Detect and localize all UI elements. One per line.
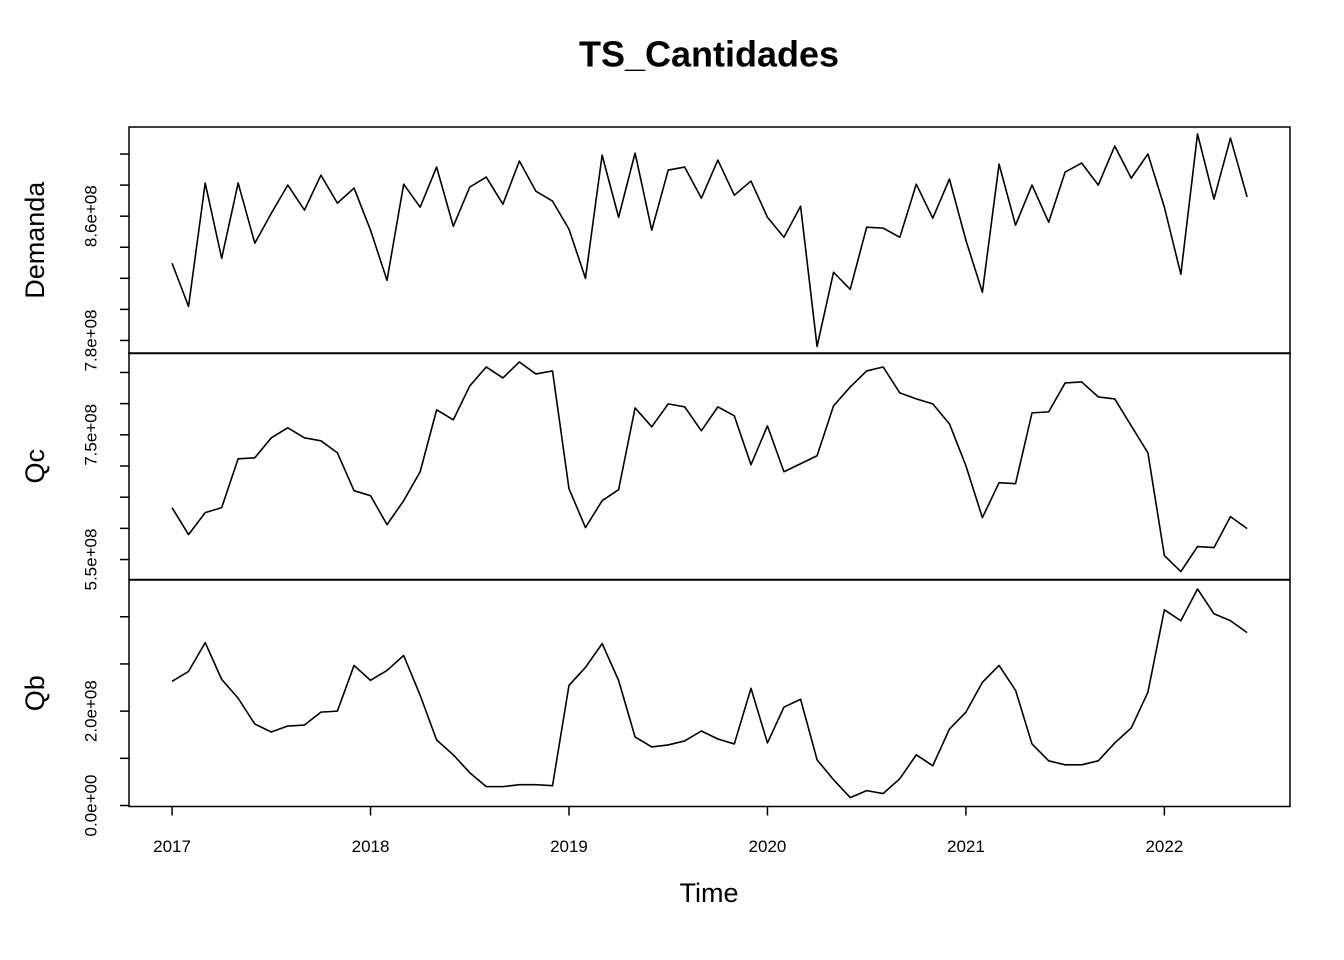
y-axis-label: Qb <box>20 675 50 711</box>
series-line <box>171 588 1248 799</box>
y-tick-label: 8.6e+08 <box>81 185 100 247</box>
x-tick-label: 2022 <box>1145 837 1183 856</box>
x-tick-label: 2020 <box>749 837 787 856</box>
x-tick-label: 2021 <box>947 837 985 856</box>
x-tick-label: 2017 <box>153 837 191 856</box>
y-tick-label: 7.8e+08 <box>81 309 100 371</box>
series-line <box>171 133 1248 348</box>
chart-title: TS_Cantidades <box>579 34 839 75</box>
panel-frame <box>128 579 1291 808</box>
x-tick-label: 2018 <box>352 837 390 856</box>
y-axis-label: Demanda <box>20 181 50 299</box>
y-tick-label: 5.5e+08 <box>81 529 100 591</box>
y-axis-label: Qc <box>20 449 50 484</box>
y-tick-label: 0.0e+00 <box>81 775 100 837</box>
x-tick-label: 2019 <box>550 837 588 856</box>
x-axis-label: Time <box>680 878 739 908</box>
y-tick-label: 2.0e+08 <box>81 680 100 742</box>
y-tick-label: 7.5e+08 <box>81 404 100 466</box>
series-line <box>171 361 1248 573</box>
panel-frame <box>128 126 1291 355</box>
panel-frame <box>128 352 1291 581</box>
